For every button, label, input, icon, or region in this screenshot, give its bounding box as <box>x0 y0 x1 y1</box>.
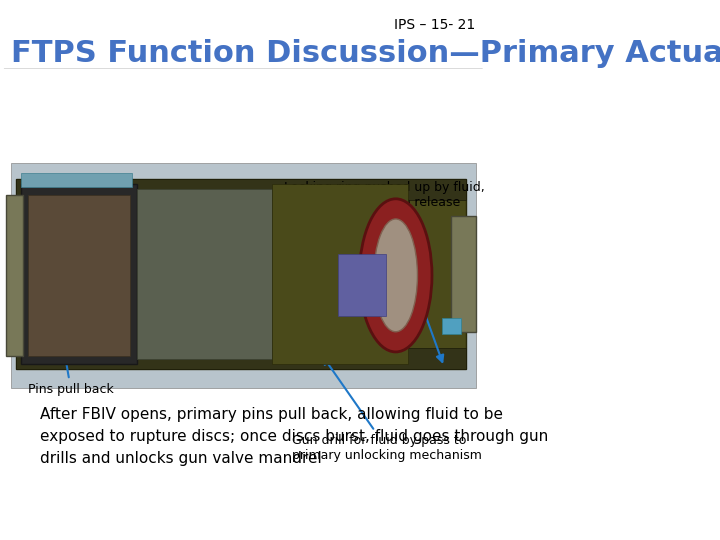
Text: Pins pull back: Pins pull back <box>28 190 114 396</box>
FancyBboxPatch shape <box>272 184 408 364</box>
FancyBboxPatch shape <box>137 190 272 359</box>
FancyBboxPatch shape <box>28 195 130 356</box>
Text: Rupture discs (2 primary, 1
secondary): Rupture discs (2 primary, 1 secondary) <box>84 238 254 338</box>
FancyBboxPatch shape <box>21 184 137 364</box>
FancyBboxPatch shape <box>6 195 23 356</box>
Text: IPS – 15- 21: IPS – 15- 21 <box>395 17 475 31</box>
FancyBboxPatch shape <box>11 163 475 388</box>
Text: FTPS Function Discussion—Primary Actuation: FTPS Function Discussion—Primary Actuati… <box>11 39 720 68</box>
FancyBboxPatch shape <box>16 179 466 200</box>
FancyBboxPatch shape <box>21 173 132 187</box>
FancyBboxPatch shape <box>451 217 475 332</box>
Ellipse shape <box>374 219 418 332</box>
Text: Gun drill for fluid by-pass to
primary unlocking mechanism: Gun drill for fluid by-pass to primary u… <box>292 357 482 462</box>
Text: After FBIV opens, primary pins pull back, allowing fluid to be
exposed to ruptur: After FBIV opens, primary pins pull back… <box>40 407 549 467</box>
FancyBboxPatch shape <box>16 179 466 369</box>
FancyBboxPatch shape <box>441 319 461 334</box>
FancyBboxPatch shape <box>338 254 386 316</box>
FancyBboxPatch shape <box>16 348 466 369</box>
Text: Locking ring pushed up by fluid,
allowing lock ring to release
mandrel: Locking ring pushed up by fluid, allowin… <box>284 181 485 362</box>
Ellipse shape <box>359 199 432 352</box>
